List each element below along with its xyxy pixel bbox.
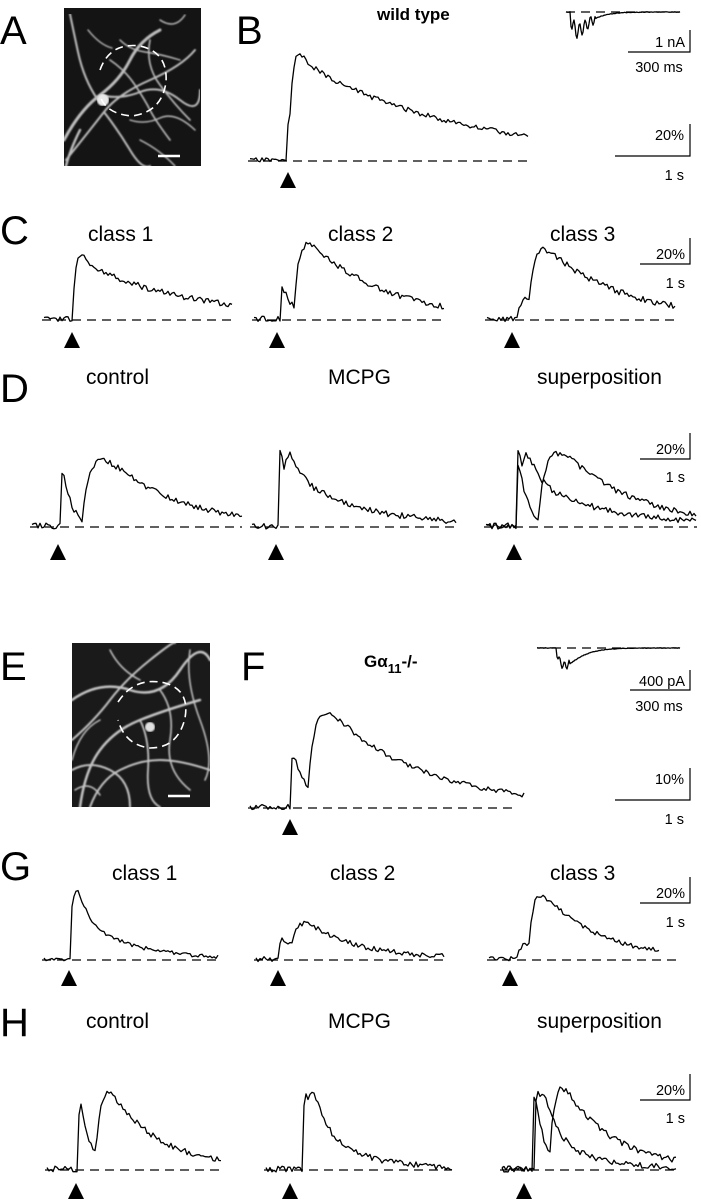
panel-c-time-label: 1 s — [666, 276, 685, 292]
panel-a-image — [64, 8, 201, 166]
panel-h-trace-mcpg — [265, 1091, 453, 1173]
stimulus-triangle-f — [282, 819, 298, 835]
wt-current-amp-label: 1 nA — [655, 35, 685, 51]
panel-b: wild type 1 nA 300 ms 20% 1 s — [248, 5, 691, 188]
panel-h-control-label: control — [86, 1010, 149, 1033]
panel-letters: A B C D E F G H — [0, 9, 265, 1045]
stimulus-triangle-h2 — [282, 1183, 298, 1199]
panel-c-trace-class-2 — [253, 241, 445, 322]
panel-c-class-3-label: class 3 — [550, 223, 615, 246]
panel-b-amp-label: 20% — [655, 128, 684, 144]
panel-h-trace-control — [46, 1090, 222, 1173]
panel-c-class-1-label: class 1 — [88, 223, 153, 246]
panel-h: control MCPG superposition 20% 1 s — [45, 1010, 691, 1199]
panel-g-class-3-label: class 3 — [550, 862, 615, 885]
panel-d-trace-superposition-mcpg — [485, 449, 697, 530]
panel-d-trace-mcpg — [251, 449, 457, 530]
panel-letter-b: B — [236, 9, 263, 53]
panel-letter-f: F — [241, 645, 265, 689]
panel-d-time-label: 1 s — [666, 470, 685, 486]
stimulus-triangle-h1 — [68, 1183, 84, 1199]
panel-h-time-label: 1 s — [666, 1111, 685, 1127]
panel-e-image — [72, 643, 210, 807]
panel-c-trace-class-1 — [43, 254, 233, 322]
panel-h-amp-label: 20% — [656, 1083, 685, 1099]
stimulus-triangle-c1 — [64, 332, 80, 348]
panel-b-time-label: 1 s — [665, 168, 684, 184]
panel-f: Gα11-/- 400 pA 300 ms 10% 1 s — [248, 647, 691, 835]
panel-g-trace-class-1 — [43, 889, 219, 962]
wt-current-time-label: 300 ms — [635, 60, 683, 76]
stimulus-triangle-g3 — [502, 970, 518, 986]
panel-d: control MCPG superposition 20% 1 s — [30, 366, 697, 560]
panel-c-class-2-label: class 2 — [328, 223, 393, 246]
panel-letter-e: E — [0, 645, 27, 689]
panel-d-mcpg-label: MCPG — [328, 366, 391, 389]
stimulus-triangle-c3 — [504, 332, 520, 348]
ko-current-scalebar — [630, 670, 691, 691]
panel-g-trace-class-2 — [255, 920, 445, 963]
panel-g-time-label: 1 s — [666, 915, 685, 931]
panel-d-trace-superposition-control — [485, 450, 697, 530]
panel-d-scalebar — [640, 433, 691, 460]
stimulus-triangle-h3 — [516, 1183, 532, 1199]
ko-current-amp-label: 400 pA — [639, 674, 685, 690]
panel-f-time-label: 1 s — [665, 812, 684, 828]
panel-d-amp-label: 20% — [656, 442, 685, 458]
panel-c-amp-label: 20% — [656, 247, 685, 263]
panel-d-control-label: control — [86, 366, 149, 389]
panel-b-scalebar — [615, 124, 691, 157]
panel-g-amp-label: 20% — [656, 886, 685, 902]
stimulus-triangle-d3 — [506, 544, 522, 560]
condition-label-knockout-sub: 11 — [388, 661, 402, 676]
panel-c-trace-class-3 — [486, 246, 676, 323]
ko-current-time-label: 300 ms — [635, 699, 683, 715]
stimulus-triangle-d2 — [268, 544, 284, 560]
panel-f-trace — [249, 712, 525, 811]
wt-current-scalebar — [628, 30, 691, 53]
panel-f-amp-label: 10% — [655, 772, 684, 788]
stimulus-triangle-c2 — [269, 332, 285, 348]
panel-h-superposition-label: superposition — [537, 1010, 662, 1033]
panel-letter-c: C — [0, 209, 29, 253]
panel-letter-h: H — [0, 1001, 29, 1045]
panel-letter-d: D — [0, 367, 29, 411]
stimulus-triangle-d1 — [50, 544, 66, 560]
condition-label-knockout-main: Gα — [364, 652, 388, 671]
ko-current-trace — [536, 647, 681, 670]
panel-d-trace-control — [31, 457, 243, 530]
panel-g-scalebar — [640, 877, 691, 904]
wt-current-trace — [565, 11, 681, 39]
panel-g-trace-class-3 — [488, 894, 660, 962]
panel-d-superposition-label: superposition — [537, 366, 662, 389]
panel-f-scalebar — [615, 768, 691, 801]
panel-letter-g: G — [0, 845, 31, 889]
condition-label-knockout-suffix: -/- — [401, 652, 417, 671]
panel-g: class 1 class 2 class 3 20% 1 s — [42, 862, 691, 986]
panel-h-scalebar — [640, 1074, 691, 1101]
panel-c-scalebar — [640, 238, 691, 265]
panel-letter-a: A — [0, 9, 27, 53]
condition-label-wild-type: wild type — [376, 5, 450, 24]
panel-b-trace — [249, 53, 529, 163]
panel-h-mcpg-label: MCPG — [328, 1010, 391, 1033]
panel-c: class 1 class 2 class 3 20% 1 s — [42, 223, 691, 348]
condition-label-knockout: Gα11-/- — [364, 652, 417, 676]
panel-h-trace-superposition-mcpg — [501, 1090, 677, 1173]
panel-g-class-2-label: class 2 — [330, 862, 395, 885]
stimulus-triangle-g1 — [61, 970, 77, 986]
stimulus-triangle-g2 — [270, 970, 286, 986]
panel-g-class-1-label: class 1 — [112, 862, 177, 885]
stimulus-triangle-b — [280, 172, 296, 188]
